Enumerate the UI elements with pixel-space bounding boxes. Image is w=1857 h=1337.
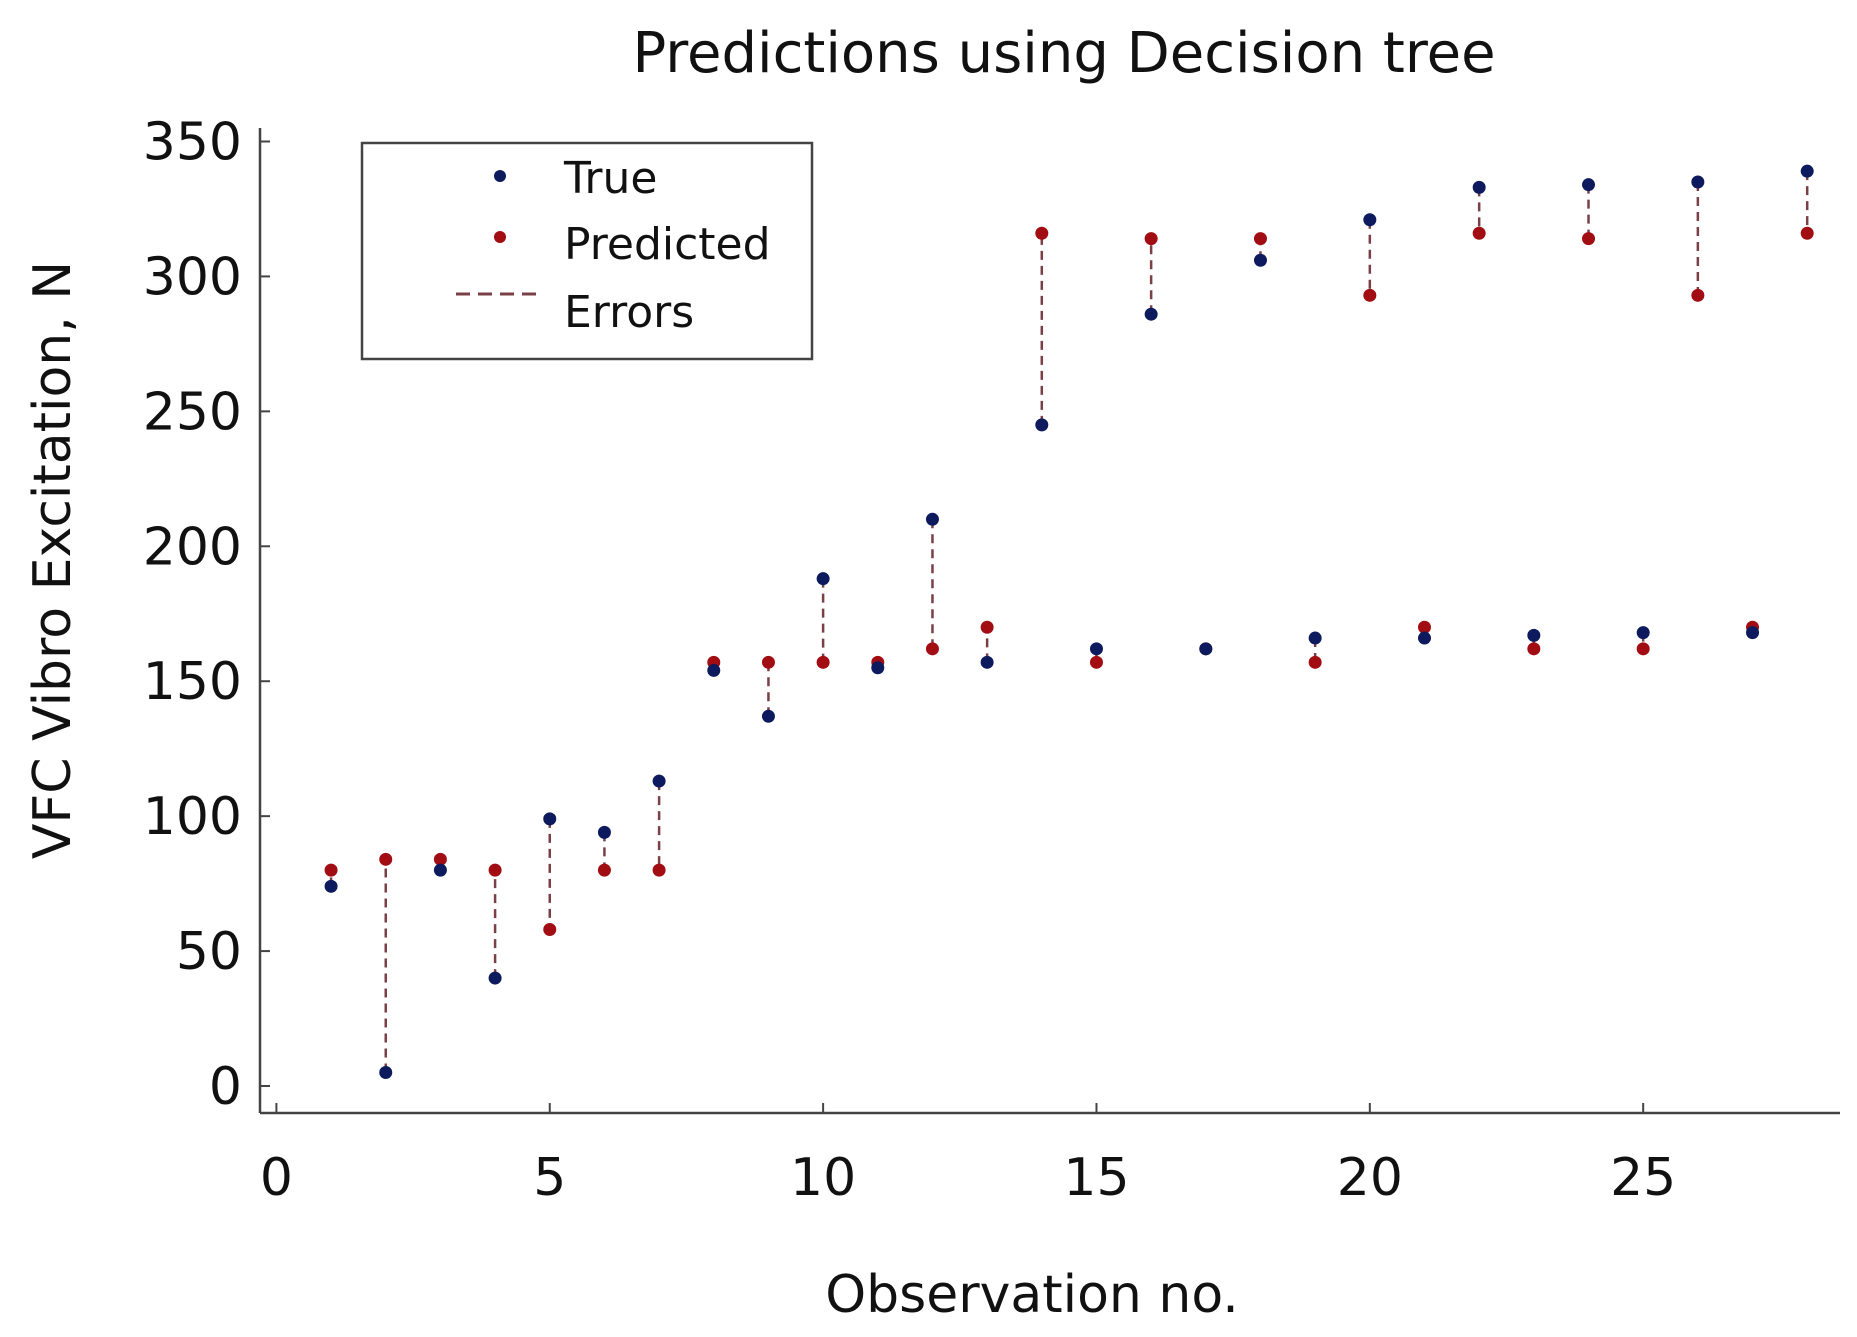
- true-point: [761, 709, 775, 723]
- y-tick-label: 100: [143, 787, 242, 847]
- predicted-point: [488, 863, 502, 877]
- true-point: [816, 572, 830, 586]
- true-point: [1582, 178, 1596, 192]
- predicted-point: [379, 852, 393, 866]
- true-point: [1089, 642, 1103, 656]
- y-tick-label: 0: [209, 1057, 242, 1117]
- legend: True Predicted Errors: [360, 141, 814, 361]
- predicted-point: [1363, 288, 1377, 302]
- y-tick-label: 200: [143, 517, 242, 577]
- predicted-point: [433, 852, 447, 866]
- y-tick-label: 350: [143, 112, 242, 172]
- y-tick-label: 150: [143, 652, 242, 712]
- x-tick-label: 20: [1337, 1148, 1403, 1208]
- predicted-point: [1472, 226, 1486, 240]
- true-point: [1691, 175, 1705, 189]
- true-point: [925, 512, 939, 526]
- true-point: [1800, 164, 1814, 178]
- true-point: [1144, 307, 1158, 321]
- x-axis-label: Observation no.: [825, 1265, 1239, 1325]
- true-point: [1035, 418, 1049, 432]
- true-point: [1472, 180, 1486, 194]
- legend-true-label: True: [563, 153, 657, 204]
- axes: [258, 128, 1840, 1115]
- x-tick-label: 0: [260, 1148, 293, 1208]
- x-tick-label: 25: [1610, 1148, 1676, 1208]
- markers: [324, 164, 1814, 1080]
- true-point: [543, 812, 557, 826]
- true-point: [1746, 626, 1760, 640]
- true-point: [1417, 631, 1431, 645]
- true-point: [1363, 213, 1377, 227]
- true-point: [379, 1066, 393, 1080]
- y-tick-label: 50: [176, 922, 242, 982]
- predicted-point: [925, 642, 939, 656]
- predicted-point: [652, 863, 666, 877]
- true-point: [1308, 631, 1322, 645]
- y-tick-label: 250: [143, 382, 242, 442]
- predicted-point: [816, 655, 830, 669]
- predicted-point: [597, 863, 611, 877]
- legend-true-marker: [494, 170, 506, 182]
- predicted-point: [1527, 642, 1541, 656]
- legend-predicted-marker: [494, 231, 506, 243]
- predicted-point: [1691, 288, 1705, 302]
- predicted-point: [761, 655, 775, 669]
- true-point: [1199, 642, 1213, 656]
- predicted-point: [980, 620, 994, 634]
- chart-title: Predictions using Decision tree: [632, 21, 1495, 86]
- legend-errors-label: Errors: [564, 287, 694, 338]
- true-point: [707, 663, 721, 677]
- true-point: [1527, 628, 1541, 642]
- x-tick-label: 10: [790, 1148, 856, 1208]
- true-point: [433, 863, 447, 877]
- predicted-point: [324, 863, 338, 877]
- predicted-point: [1417, 620, 1431, 634]
- y-tick-label: 300: [143, 247, 242, 307]
- predicted-point: [1035, 226, 1049, 240]
- predicted-point: [1636, 642, 1650, 656]
- true-point: [871, 661, 885, 675]
- predicted-point: [1253, 232, 1267, 246]
- true-point: [597, 825, 611, 839]
- predicted-point: [1308, 655, 1322, 669]
- legend-box: [360, 141, 814, 361]
- predicted-point: [1582, 232, 1596, 246]
- true-point: [980, 655, 994, 669]
- predicted-point: [543, 922, 557, 936]
- true-point: [324, 879, 338, 893]
- x-tick-label: 15: [1063, 1148, 1129, 1208]
- predicted-point: [1144, 232, 1158, 246]
- predicted-point: [1089, 655, 1103, 669]
- predicted-point: [1800, 226, 1814, 240]
- legend-predicted-label: Predicted: [564, 219, 771, 270]
- x-tick-label: 5: [533, 1148, 566, 1208]
- true-point: [1636, 626, 1650, 640]
- y-axis-label: VFC Vibro Excitation, N: [23, 261, 83, 859]
- true-point: [488, 971, 502, 985]
- true-point: [1253, 253, 1267, 267]
- true-point: [652, 774, 666, 788]
